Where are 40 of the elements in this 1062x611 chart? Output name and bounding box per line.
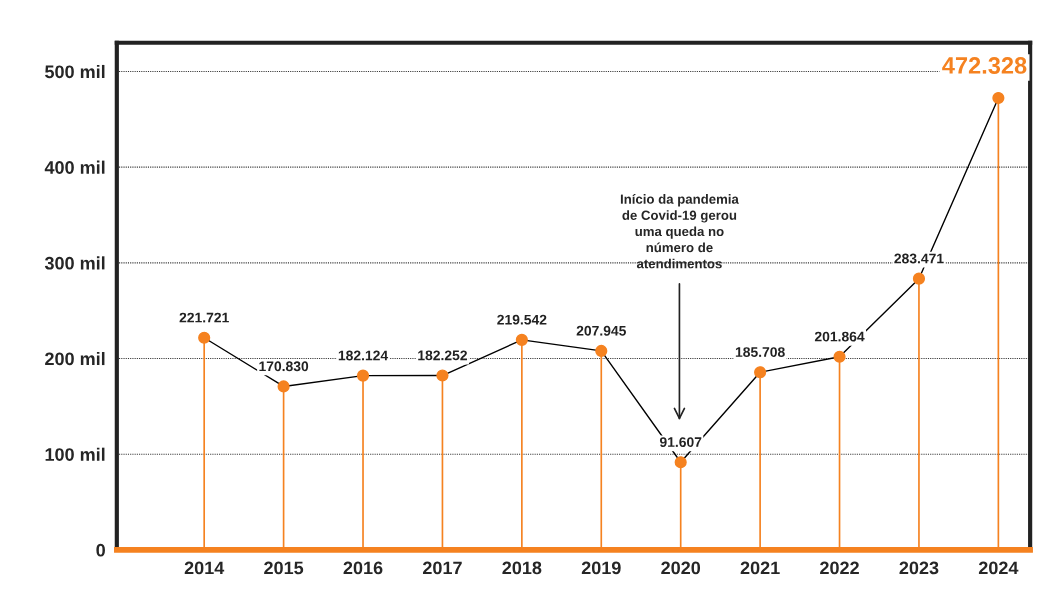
y-tick-label: 0 [96,543,105,557]
point [912,272,926,285]
point [833,350,846,363]
point [277,380,290,393]
point [595,344,608,358]
y-tick-label: 400 mil [44,160,105,174]
data-label: 219.542 [497,314,547,325]
point [198,331,211,344]
x-tick-label: 2022 [820,561,859,575]
y-tick-label: 500 mil [45,64,105,79]
data-label: 283.471 [894,253,944,264]
data-label: 182.124 [338,350,389,361]
data-label: 201.864 [814,331,865,342]
y-tick-label: 200 mil [45,351,105,366]
point [436,369,449,382]
x-tick-label: 2014 [184,561,225,575]
data-label: 170.830 [259,361,309,372]
data-label: 185.708 [735,347,785,357]
annotation: Início da pandemia de Covid-19 gerou uma queda no número de atendimentos [620,194,739,269]
data-label: 182.252 [418,350,467,361]
data-label: 472.328 [942,57,1027,74]
point [515,333,528,346]
x-tick-label: 2019 [581,561,621,575]
x-tick-label: 2015 [264,561,304,575]
x-tick-label: 2018 [502,561,542,575]
x-tick-label: 2017 [422,561,462,575]
data-label: 207.945 [576,325,626,336]
point [754,366,767,379]
x-tick-label: 2024 [978,561,1019,575]
y-tick-label: 100 mil [45,447,105,461]
data-label: 91.607 [659,437,702,447]
data-label: 221.721 [179,312,229,323]
x-tick-label: 2021 [740,561,780,575]
point [992,91,1005,105]
y-tick-label: 300 mil [44,256,105,270]
point [356,369,370,382]
x-tick-label: 2023 [899,561,939,575]
x-tick-label: 2020 [661,561,701,575]
point [674,456,687,469]
x-tick-label: 2016 [343,561,383,575]
